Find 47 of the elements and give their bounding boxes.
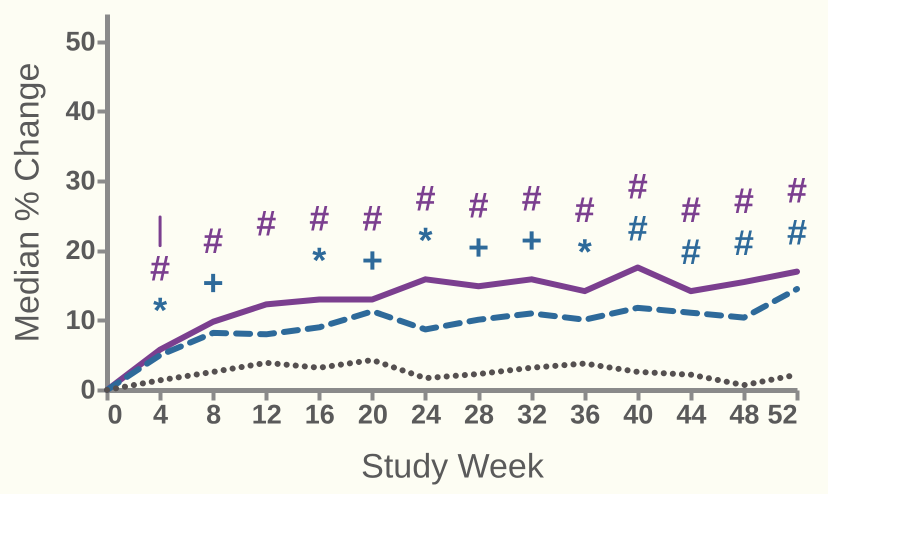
annotation: # <box>786 170 808 211</box>
x-tick-label: 32 <box>517 400 548 430</box>
y-tick-label: 10 <box>65 304 96 335</box>
y-tick-label: 50 <box>65 26 96 56</box>
annotation: # <box>734 180 754 222</box>
x-tick-label: 16 <box>304 400 335 430</box>
annotation: # <box>362 197 382 238</box>
y-tick-label: 30 <box>65 166 96 196</box>
annotation: # <box>150 248 170 289</box>
y-tick-label: 20 <box>65 235 96 266</box>
x-tick-label: 20 <box>358 400 388 430</box>
x-tick-label: 24 <box>410 400 441 430</box>
x-axis-title: Study Week <box>361 448 545 486</box>
annotation: # <box>786 212 808 253</box>
annotation: * <box>418 219 432 260</box>
annotation: + <box>468 226 490 268</box>
y-tick-label: 0 <box>80 374 96 404</box>
annotation: # <box>628 207 648 248</box>
annotation: # <box>256 202 276 244</box>
x-tick-label: 40 <box>623 400 654 430</box>
annotation: # <box>680 231 701 272</box>
x-tick-label: 8 <box>206 400 222 430</box>
annotation: # <box>628 165 648 206</box>
annotation: + <box>202 262 224 303</box>
y-axis-title: Median % Change <box>8 62 46 342</box>
y-tick-label: 40 <box>65 96 96 126</box>
annotation: # <box>680 189 701 230</box>
x-tick-label: 4 <box>153 400 168 430</box>
annotation: # <box>309 197 330 238</box>
x-tick-label: 48 <box>729 400 760 430</box>
x-tick-label: 28 <box>464 400 494 430</box>
x-tick-label: 52 <box>767 400 798 430</box>
annotation: # <box>734 222 754 264</box>
annotation: # <box>574 189 595 230</box>
annotation: * <box>578 231 592 272</box>
x-tick-label: 12 <box>252 400 282 430</box>
annotation: + <box>521 219 542 260</box>
annotation: + <box>362 239 383 280</box>
annotation: # <box>522 177 542 218</box>
annotation: # <box>415 177 436 218</box>
x-tick-label: 36 <box>570 400 600 430</box>
annotation: # <box>203 220 224 261</box>
x-tick-label: 0 <box>108 400 123 430</box>
annotation: * <box>312 239 326 280</box>
annotation: # <box>468 184 489 226</box>
x-tick-label: 44 <box>676 400 706 430</box>
annotation: * <box>153 290 168 331</box>
